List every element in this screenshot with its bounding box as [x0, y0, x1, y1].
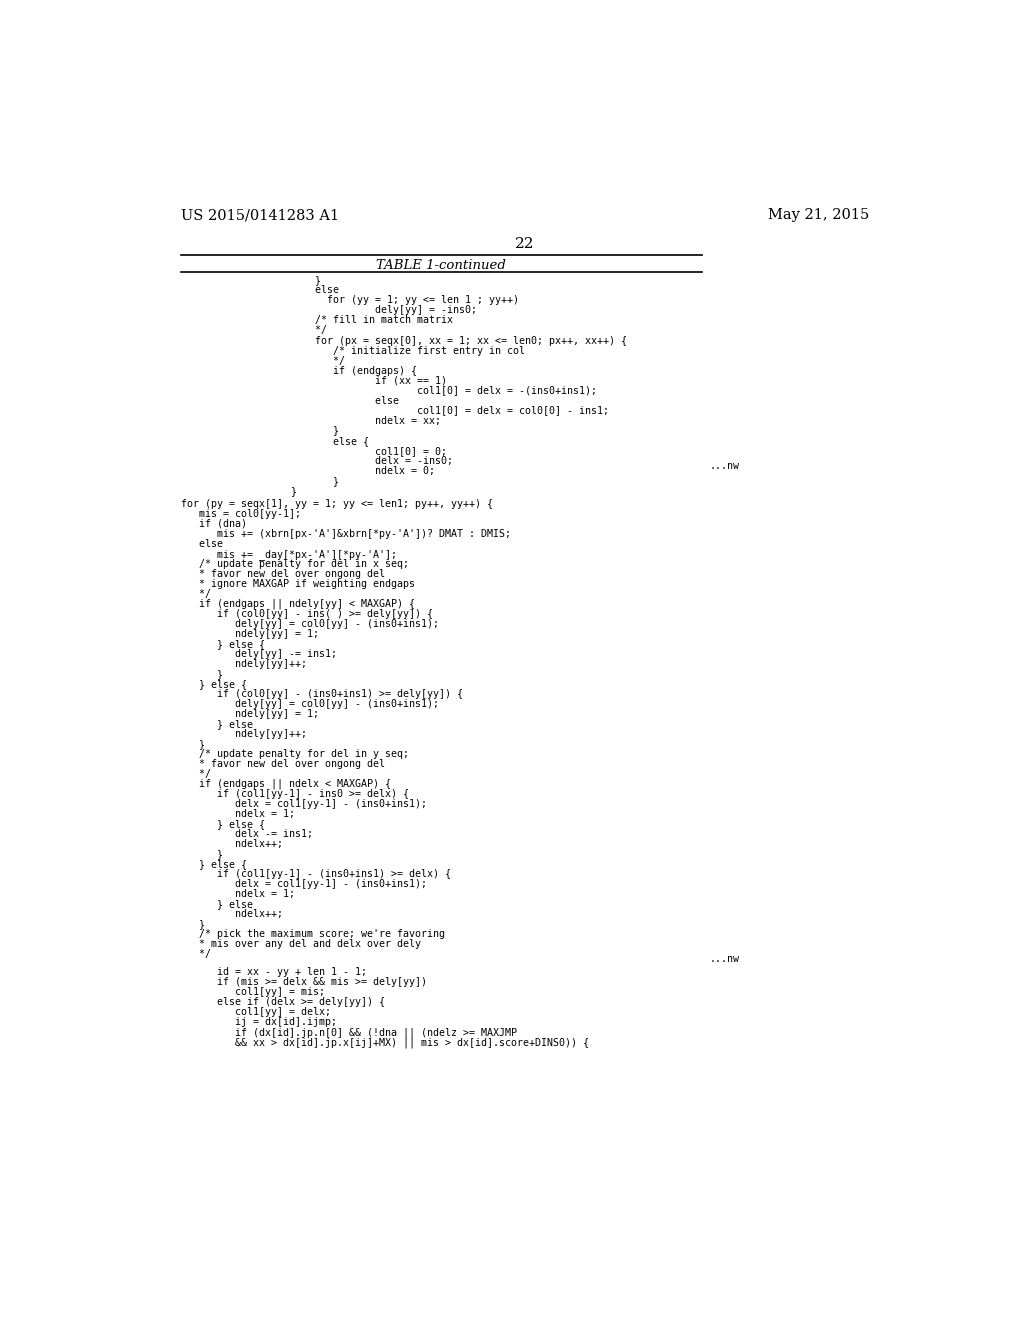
- Text: }: }: [243, 276, 321, 285]
- Text: ...nw: ...nw: [710, 461, 739, 471]
- Text: if (col1[yy-1] - (ins0+ins1) >= delx) {: if (col1[yy-1] - (ins0+ins1) >= delx) {: [180, 869, 451, 879]
- Text: else: else: [243, 285, 339, 296]
- Text: dely[yy] = -ins0;: dely[yy] = -ins0;: [243, 305, 477, 315]
- Text: else: else: [243, 396, 398, 405]
- Text: delx = -ins0;: delx = -ins0;: [243, 455, 453, 466]
- Text: for (yy = 1; yy <= len 1 ; yy++): for (yy = 1; yy <= len 1 ; yy++): [243, 296, 519, 305]
- Text: ndelx = xx;: ndelx = xx;: [243, 416, 440, 425]
- Text: ndelx = 1;: ndelx = 1;: [180, 890, 295, 899]
- Text: } else: } else: [180, 719, 253, 729]
- Text: }: }: [180, 849, 222, 859]
- Text: if (xx == 1): if (xx == 1): [243, 376, 446, 385]
- Text: } else {: } else {: [180, 818, 264, 829]
- Text: } else {: } else {: [180, 678, 247, 689]
- Text: */: */: [180, 770, 211, 779]
- Text: } else {: } else {: [180, 859, 247, 869]
- Text: if (endgaps || ndelx < MAXGAP) {: if (endgaps || ndelx < MAXGAP) {: [180, 779, 391, 789]
- Text: id = xx - yy + len 1 - 1;: id = xx - yy + len 1 - 1;: [180, 968, 367, 977]
- Text: if (endgaps) {: if (endgaps) {: [243, 366, 417, 375]
- Text: mis = col0[yy-1];: mis = col0[yy-1];: [180, 508, 301, 519]
- Text: ndelx = 1;: ndelx = 1;: [180, 809, 295, 818]
- Text: for (py = seqx[1], yy = 1; yy <= len1; py++, yy++) {: for (py = seqx[1], yy = 1; yy <= len1; p…: [180, 499, 493, 508]
- Text: else if (delx >= dely[yy]) {: else if (delx >= dely[yy]) {: [180, 997, 385, 1007]
- Text: ndelx++;: ndelx++;: [180, 840, 283, 849]
- Text: mis += _day[*px-'A'][*py-'A'];: mis += _day[*px-'A'][*py-'A'];: [180, 549, 396, 560]
- Text: }: }: [243, 486, 297, 495]
- Text: col1[0] = delx = col0[0] - ins1;: col1[0] = delx = col0[0] - ins1;: [243, 405, 608, 416]
- Text: } else: } else: [180, 899, 253, 909]
- Text: * ignore MAXGAP if weighting endgaps: * ignore MAXGAP if weighting endgaps: [180, 578, 415, 589]
- Text: dely[yy] -= ins1;: dely[yy] -= ins1;: [180, 649, 337, 659]
- Text: for (px = seqx[0], xx = 1; xx <= len0; px++, xx++) {: for (px = seqx[0], xx = 1; xx <= len0; p…: [243, 335, 627, 346]
- Text: col1[0] = delx = -(ins0+ins1);: col1[0] = delx = -(ins0+ins1);: [243, 385, 597, 396]
- Text: if (col1[yy-1] - ins0 >= delx) {: if (col1[yy-1] - ins0 >= delx) {: [180, 789, 409, 799]
- Text: delx -= ins1;: delx -= ins1;: [180, 829, 312, 840]
- Text: delx = col1[yy-1] - (ins0+ins1);: delx = col1[yy-1] - (ins0+ins1);: [180, 879, 427, 890]
- Text: } else {: } else {: [180, 639, 264, 649]
- Text: /* update penalty for del in x seq;: /* update penalty for del in x seq;: [180, 558, 409, 569]
- Text: * favor new del over ongong del: * favor new del over ongong del: [180, 759, 385, 770]
- Text: mis += (xbrn[px-'A']&xbrn[*py-'A'])? DMAT : DMIS;: mis += (xbrn[px-'A']&xbrn[*py-'A'])? DMA…: [180, 529, 511, 539]
- Text: && xx > dx[id].jp.x[ij]+MX) || mis > dx[id].score+DINS0)) {: && xx > dx[id].jp.x[ij]+MX) || mis > dx[…: [180, 1038, 589, 1048]
- Text: ndely[yy]++;: ndely[yy]++;: [180, 729, 307, 739]
- Text: ndelx++;: ndelx++;: [180, 909, 283, 919]
- Text: col1[yy] = delx;: col1[yy] = delx;: [180, 1007, 331, 1018]
- Text: if (dna): if (dna): [180, 519, 247, 529]
- Text: /* fill in match matrix: /* fill in match matrix: [243, 315, 453, 326]
- Text: }: }: [243, 475, 339, 486]
- Text: */: */: [180, 949, 211, 960]
- Text: }: }: [243, 425, 339, 436]
- Text: if (dx[id].jp.n[0] && (!dna || (ndelz >= MAXJMP: if (dx[id].jp.n[0] && (!dna || (ndelz >=…: [180, 1027, 517, 1038]
- Text: * favor new del over ongong del: * favor new del over ongong del: [180, 569, 385, 578]
- Text: May 21, 2015: May 21, 2015: [768, 209, 869, 223]
- Text: else: else: [180, 539, 222, 549]
- Text: /* initialize first entry in col: /* initialize first entry in col: [243, 346, 524, 355]
- Text: if (endgaps || ndely[yy] < MAXGAP) {: if (endgaps || ndely[yy] < MAXGAP) {: [180, 599, 415, 610]
- Text: * mis over any del and delx over dely: * mis over any del and delx over dely: [180, 939, 421, 949]
- Text: TABLE 1-continued: TABLE 1-continued: [376, 259, 506, 272]
- Text: ndely[yy] = 1;: ndely[yy] = 1;: [180, 628, 318, 639]
- Text: dely[yy] = col0[yy] - (ins0+ins1);: dely[yy] = col0[yy] - (ins0+ins1);: [180, 698, 438, 709]
- Text: if (col0[yy] - ins( ) >= dely[yy]) {: if (col0[yy] - ins( ) >= dely[yy]) {: [180, 609, 433, 619]
- Text: /* update penalty for del in y seq;: /* update penalty for del in y seq;: [180, 748, 409, 759]
- Text: col1[0] = 0;: col1[0] = 0;: [243, 446, 446, 455]
- Text: */: */: [243, 355, 345, 366]
- Text: ndely[yy] = 1;: ndely[yy] = 1;: [180, 709, 318, 719]
- Text: */: */: [243, 326, 327, 335]
- Text: else {: else {: [243, 436, 369, 446]
- Text: US 2015/0141283 A1: US 2015/0141283 A1: [180, 209, 339, 223]
- Text: ij = dx[id].ijmp;: ij = dx[id].ijmp;: [180, 1018, 337, 1027]
- Text: if (mis >= delx && mis >= dely[yy]): if (mis >= delx && mis >= dely[yy]): [180, 977, 427, 987]
- Text: ndelx = 0;: ndelx = 0;: [243, 466, 435, 475]
- Text: }: }: [180, 919, 205, 929]
- Text: }: }: [180, 739, 205, 748]
- Text: ndely[yy]++;: ndely[yy]++;: [180, 659, 307, 669]
- Text: delx = col1[yy-1] - (ins0+ins1);: delx = col1[yy-1] - (ins0+ins1);: [180, 799, 427, 809]
- Text: if (col0[yy] - (ins0+ins1) >= dely[yy]) {: if (col0[yy] - (ins0+ins1) >= dely[yy]) …: [180, 689, 463, 698]
- Text: }: }: [180, 669, 222, 678]
- Text: /* pick the maximum score; we're favoring: /* pick the maximum score; we're favorin…: [180, 929, 444, 939]
- Text: 22: 22: [515, 238, 535, 251]
- Text: ...nw: ...nw: [710, 954, 739, 964]
- Text: col1[yy] = mis;: col1[yy] = mis;: [180, 987, 325, 997]
- Text: dely[yy] = col0[yy] - (ins0+ins1);: dely[yy] = col0[yy] - (ins0+ins1);: [180, 619, 438, 628]
- Text: */: */: [180, 589, 211, 599]
